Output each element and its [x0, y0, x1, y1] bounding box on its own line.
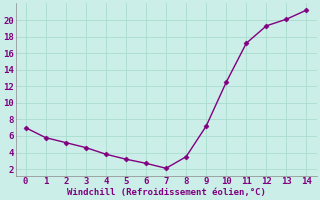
X-axis label: Windchill (Refroidissement éolien,°C): Windchill (Refroidissement éolien,°C) — [67, 188, 266, 197]
